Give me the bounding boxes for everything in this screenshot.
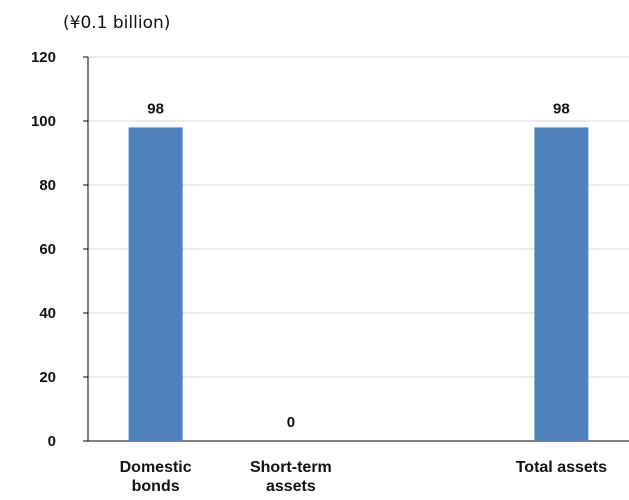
category-label-0-0: Domestic (120, 459, 192, 476)
category-label-3-0: Total assets (516, 459, 607, 476)
category-label-0-1: bonds (132, 478, 180, 495)
y-tick-labels: 0 20 40 60 80 100 120 (31, 49, 56, 450)
y-tick-label: 60 (39, 241, 56, 258)
data-labels: 98 0 98 (147, 100, 569, 431)
y-tick-label: 40 (39, 305, 56, 322)
y-tick-label: 0 (48, 433, 56, 450)
category-label-1-1: assets (266, 478, 316, 495)
y-tick-label: 80 (39, 177, 56, 194)
y-tick-label: 20 (39, 369, 56, 386)
data-label-0: 98 (147, 100, 164, 117)
y-tick-label: 120 (31, 49, 56, 66)
bars (128, 127, 589, 442)
bar-3 (534, 127, 589, 442)
y-tick-label: 100 (31, 113, 56, 130)
data-label-1: 0 (287, 414, 295, 431)
category-labels: Domestic bonds Short-term assets Total asset… (120, 459, 608, 495)
category-label-1-0: Short-term (250, 459, 332, 476)
bar-0 (128, 127, 183, 442)
data-label-3: 98 (553, 100, 570, 117)
y-unit-label: (¥0.1 billion) (63, 13, 170, 33)
